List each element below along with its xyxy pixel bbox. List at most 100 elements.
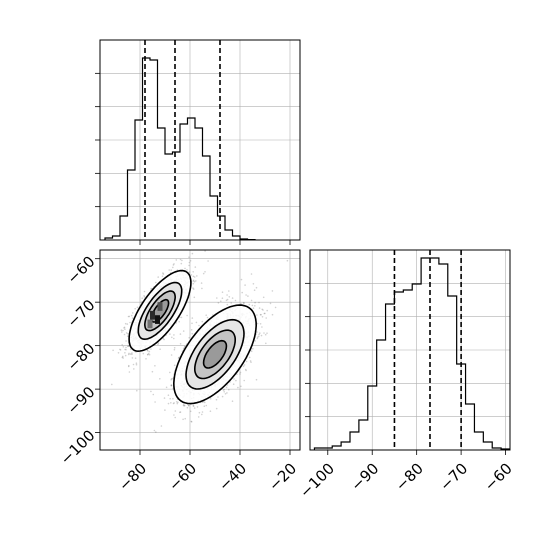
scatter-point xyxy=(250,299,253,302)
scatter-point xyxy=(126,323,129,325)
scatter-point xyxy=(252,307,255,310)
scatter-point xyxy=(228,296,231,298)
scatter-point xyxy=(131,317,134,319)
scatter-point xyxy=(162,337,165,340)
scatter-point xyxy=(162,272,164,274)
histogram-bar xyxy=(180,124,188,240)
scatter-point xyxy=(263,332,265,334)
scatter-point xyxy=(235,379,237,382)
scatter-point xyxy=(179,411,182,413)
scatter-point xyxy=(263,312,266,315)
contour-line xyxy=(128,269,192,353)
scatter-point xyxy=(198,411,201,414)
y-tick-label: −70 xyxy=(63,296,98,331)
scatter-point xyxy=(187,404,190,407)
scatter-point xyxy=(221,395,224,398)
scatter-point xyxy=(230,302,232,304)
scatter-point xyxy=(232,383,235,386)
scatter-point xyxy=(173,347,176,349)
scatter-point xyxy=(203,405,206,408)
scatter-point xyxy=(225,299,228,302)
scatter-point xyxy=(226,294,228,296)
scatter-point xyxy=(131,357,134,359)
scatter-point xyxy=(132,363,135,366)
density-peak-cell xyxy=(155,315,160,324)
scatter-point xyxy=(159,348,161,351)
scatter-point xyxy=(173,337,175,340)
scatter-point xyxy=(124,354,127,357)
scatter-point xyxy=(244,284,246,286)
scatter-point xyxy=(254,301,256,304)
axes-frame xyxy=(309,249,511,451)
scatter-point xyxy=(247,295,249,297)
scatter-point xyxy=(150,390,152,393)
scatter-point xyxy=(265,342,267,345)
contour-line xyxy=(143,290,177,332)
scatter-point xyxy=(260,313,262,316)
x-tick-label: −80 xyxy=(392,460,427,495)
histogram-bar xyxy=(350,432,359,450)
scatter-point xyxy=(171,336,173,339)
scatter-point xyxy=(269,302,272,305)
scatter-point xyxy=(265,317,268,319)
scatter-point xyxy=(258,333,260,336)
scatter-point xyxy=(128,364,130,367)
scatter-point xyxy=(261,326,263,328)
y-tick-label: −80 xyxy=(63,339,98,374)
scatter-point xyxy=(192,280,195,282)
x-tick-label: −90 xyxy=(347,460,382,495)
histogram-bar xyxy=(135,120,143,240)
scatter-point xyxy=(193,276,196,278)
histogram-bar xyxy=(439,264,448,450)
scatter-point xyxy=(260,334,263,337)
scatter-point xyxy=(142,352,145,355)
scatter-point xyxy=(243,379,245,382)
scatter-point xyxy=(176,402,179,405)
scatter-point xyxy=(249,360,252,362)
scatter-point xyxy=(259,313,262,316)
contour-line xyxy=(172,304,258,405)
y-tick-label: −90 xyxy=(63,383,98,418)
scatter-point xyxy=(128,315,131,318)
density-fill xyxy=(203,340,227,368)
scatter-point xyxy=(224,393,227,395)
top-histogram-panel xyxy=(95,39,301,245)
scatter-point xyxy=(182,403,185,406)
scatter-point xyxy=(225,386,228,389)
scatter-point xyxy=(262,296,265,299)
scatter-point xyxy=(157,276,159,278)
right-histogram-panel: −100 −90 −80 −70 −60 xyxy=(296,249,516,501)
scatter-point xyxy=(256,331,258,333)
scatter-point xyxy=(120,329,123,332)
scatter-point xyxy=(170,384,173,387)
scatter-point xyxy=(122,357,124,359)
axes-frame xyxy=(99,39,301,241)
histogram-bar xyxy=(218,216,226,240)
axes-frame xyxy=(99,249,301,451)
scatter-point xyxy=(192,271,194,273)
scatter-point xyxy=(234,299,237,302)
scatter-point xyxy=(244,368,247,371)
scatter-point xyxy=(124,322,127,325)
scatter-point xyxy=(143,296,146,298)
scatter-point xyxy=(172,402,175,405)
scatter-point xyxy=(186,406,189,409)
scatter-point xyxy=(147,350,149,352)
scatter-point xyxy=(170,269,172,271)
scatter-point xyxy=(205,404,208,407)
scatter-point xyxy=(173,334,175,336)
scatter-point xyxy=(187,404,190,407)
scatter-point xyxy=(127,344,130,347)
scatter-point xyxy=(201,287,203,290)
histogram-bar xyxy=(386,304,395,450)
scatter-point xyxy=(121,331,123,333)
scatter-point xyxy=(252,283,255,285)
scatter-point xyxy=(154,401,156,403)
scatter-point xyxy=(192,405,195,408)
histogram-bar xyxy=(421,258,430,450)
scatter-point xyxy=(259,332,261,334)
scatter-point xyxy=(129,321,131,324)
scatter-point xyxy=(188,271,191,273)
scatter-point xyxy=(191,317,194,319)
scatter-point xyxy=(201,320,204,323)
